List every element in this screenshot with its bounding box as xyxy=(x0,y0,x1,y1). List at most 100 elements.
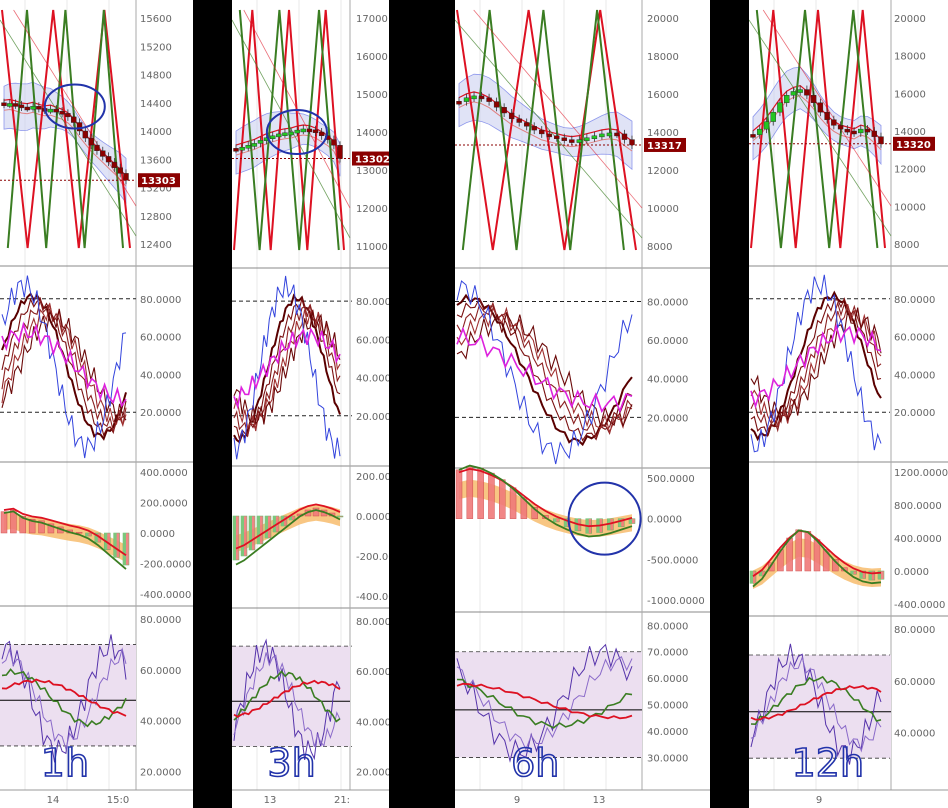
chart-3h: 11000 12000 13000 14000 15000 16000 17000 13302… xyxy=(232,0,389,806)
zigzag-green-line xyxy=(461,9,625,251)
candle-body xyxy=(824,111,830,120)
candle-body xyxy=(76,122,83,132)
price-tick-label: 17000 xyxy=(356,14,388,25)
candle-body xyxy=(463,97,470,102)
rsi-tick-label: 60.0000 xyxy=(140,666,181,677)
chart-12h: 8000 10000 12000 14000 16000 18000 20000 13320 2… xyxy=(749,0,948,806)
chart-panel-6h[interactable]: 8000 10000 12000 14000 16000 18000 20000 13317 2… xyxy=(455,0,710,808)
rsi-tick-label: 40.0000 xyxy=(647,727,688,738)
price-tick-label: 15600 xyxy=(140,14,172,25)
price-tick-label: 14000 xyxy=(140,127,172,138)
stoch-tick-label: 80.0000 xyxy=(140,295,181,306)
candle-body xyxy=(18,104,25,109)
macd-histogram-bar xyxy=(38,520,45,534)
stoch-signal-line xyxy=(750,323,882,409)
last-price-value: 13320 xyxy=(896,140,931,151)
candle-body xyxy=(606,132,613,137)
candle-body xyxy=(844,128,851,133)
candle-body xyxy=(30,106,36,110)
stoch-tick-label: 80.0000 xyxy=(894,295,935,306)
price-tick-label: 15200 xyxy=(140,42,172,53)
chart-6h: 8000 10000 12000 14000 16000 18000 20000 13317 2… xyxy=(455,0,710,806)
chart-panel-3h[interactable]: 11000 12000 13000 14000 15000 16000 17000 13302… xyxy=(232,0,389,808)
candle-body xyxy=(837,125,844,130)
candle-body xyxy=(71,116,77,123)
rsi-tick-label: 80.0000 xyxy=(894,625,935,636)
candle-body xyxy=(878,136,884,145)
rsi-line xyxy=(1,647,127,751)
candle-body xyxy=(276,133,282,138)
rsi-tick-label: 30.0000 xyxy=(647,754,688,765)
rsi-average-line xyxy=(1,678,127,717)
stoch-tick-label: 20.0000 xyxy=(140,408,181,419)
price-tick-label: 20000 xyxy=(894,14,926,25)
rsi-line xyxy=(750,655,882,753)
stoch-tick-label: 20.0000 xyxy=(894,408,935,419)
price-tick-label: 18000 xyxy=(894,52,926,63)
macd-tick-label: 400.0000 xyxy=(894,534,942,545)
candle-body xyxy=(94,144,100,151)
candle-body xyxy=(569,139,575,143)
macd-tick-label: 0.0000 xyxy=(140,529,175,540)
x-tick-label: 9 xyxy=(816,795,822,806)
rsi-average-line xyxy=(750,685,882,721)
price-tick-label: 13600 xyxy=(140,155,172,166)
price-tick-label: 10000 xyxy=(894,202,926,213)
candle-body xyxy=(629,139,635,146)
rsi-line xyxy=(750,643,882,765)
candle-body xyxy=(599,133,605,138)
stoch-tick-label: 40.0000 xyxy=(894,370,935,381)
candle-body xyxy=(331,139,337,146)
macd-histogram-bar xyxy=(868,571,872,581)
macd-histogram-bar xyxy=(19,515,27,534)
price-tick-label: 20000 xyxy=(647,14,679,25)
last-price-tag xyxy=(138,173,180,188)
stoch-line xyxy=(233,293,341,444)
zigzag-red-line xyxy=(456,9,637,251)
macd-histogram-bar xyxy=(233,516,236,560)
candle-body xyxy=(117,167,123,174)
macd-histogram-bar xyxy=(488,472,495,519)
candle-body xyxy=(53,108,59,113)
last-price-value: 13317 xyxy=(647,141,682,152)
candle-body xyxy=(523,122,530,127)
rsi-tick-label: 20.0000 xyxy=(356,767,389,778)
stoch-fast-line xyxy=(750,274,882,453)
stoch-line xyxy=(750,307,882,424)
price-tick-label: 13000 xyxy=(356,166,388,177)
rsi-signal-line xyxy=(750,675,882,726)
chart-panel-12h[interactable]: 8000 10000 12000 14000 16000 18000 20000 13320 2… xyxy=(749,0,948,808)
macd-histogram-bar xyxy=(564,518,568,527)
candle-body xyxy=(251,143,258,147)
macd-histogram-bar xyxy=(531,507,538,519)
price-tick-label: 16000 xyxy=(356,52,388,63)
stoch-line xyxy=(1,303,127,426)
stoch-tick-label: 80.0000 xyxy=(647,297,688,308)
candle-body xyxy=(576,139,583,143)
candle-body xyxy=(257,140,264,144)
candle-body xyxy=(871,130,877,137)
candle-body xyxy=(282,132,288,136)
macd-histogram-bar xyxy=(795,529,802,572)
stoch-tick-label: 80.0000 xyxy=(356,297,389,308)
chart-panel-1h[interactable]: 12400 12800 13200 13600 14000 14400 14800 15200… xyxy=(0,0,193,808)
macd-tick-label: 500.0000 xyxy=(647,474,695,485)
candle-body xyxy=(864,128,871,133)
candle-body xyxy=(783,95,790,103)
candle-body xyxy=(531,126,537,131)
candle-body xyxy=(47,108,54,113)
rsi-tick-label: 60.0000 xyxy=(356,667,389,678)
macd-histogram-bar xyxy=(878,571,881,580)
stoch-line xyxy=(1,308,127,423)
candle-body xyxy=(82,130,89,139)
macd-histogram-bar xyxy=(123,533,126,566)
macd-histogram-bar xyxy=(618,518,622,527)
rsi-tick-label: 40.0000 xyxy=(140,717,181,728)
macd-histogram-bar xyxy=(257,516,260,544)
candle-body xyxy=(584,137,590,141)
rsi-tick-label: 80.0000 xyxy=(140,615,181,626)
stoch-fast-line xyxy=(456,280,633,465)
stoch-line xyxy=(456,297,633,442)
price-tick-label: 16000 xyxy=(894,89,926,100)
candle-body xyxy=(288,131,294,136)
